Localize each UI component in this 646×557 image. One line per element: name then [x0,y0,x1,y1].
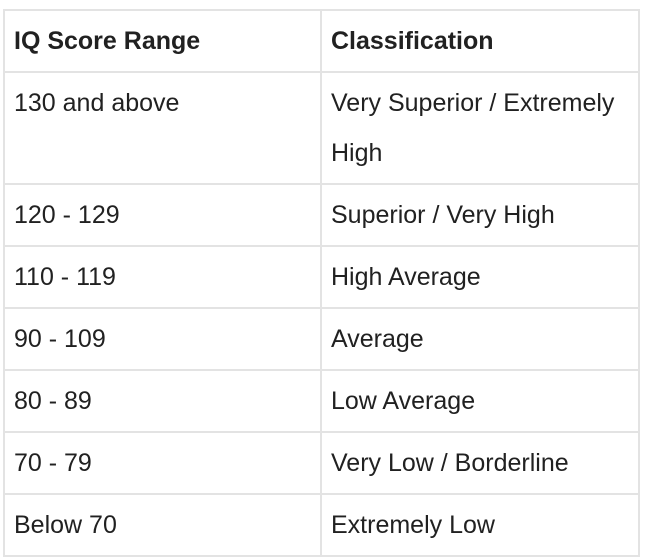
table-cell: Very Superior / Extremely High [320,71,640,185]
table-cell: Superior / Very High [320,183,640,247]
table-cell: 120 - 129 [3,183,322,247]
table-cell: 70 - 79 [3,431,322,495]
table-cell: Average [320,307,640,371]
table-row: 130 and above Very Superior / Extremely H… [3,71,640,185]
table-cell: 130 and above [3,71,322,185]
iq-table: IQ Score Range Classification 130 and ab… [3,9,640,557]
table-row: 80 - 89 Low Average [3,369,640,433]
table-row: 90 - 109 Average [3,307,640,371]
table-row: 120 - 129 Superior / Very High [3,183,640,247]
table-row: Below 70 Extremely Low [3,493,640,557]
table-cell: Low Average [320,369,640,433]
table-row: 110 - 119 High Average [3,245,640,309]
table-cell: Very Low / Borderline [320,431,640,495]
header-cell: IQ Score Range [3,9,322,73]
header-row: IQ Score Range Classification [3,9,640,73]
header-cell: Classification [320,9,640,73]
table-cell: 90 - 109 [3,307,322,371]
table-cell: 110 - 119 [3,245,322,309]
table-cell: 80 - 89 [3,369,322,433]
table-body: 130 and above Very Superior / Extremely H… [3,71,640,557]
table-cell: High Average [320,245,640,309]
table-row: 70 - 79 Very Low / Borderline [3,431,640,495]
table-cell: Below 70 [3,493,322,557]
table-cell: Extremely Low [320,493,640,557]
